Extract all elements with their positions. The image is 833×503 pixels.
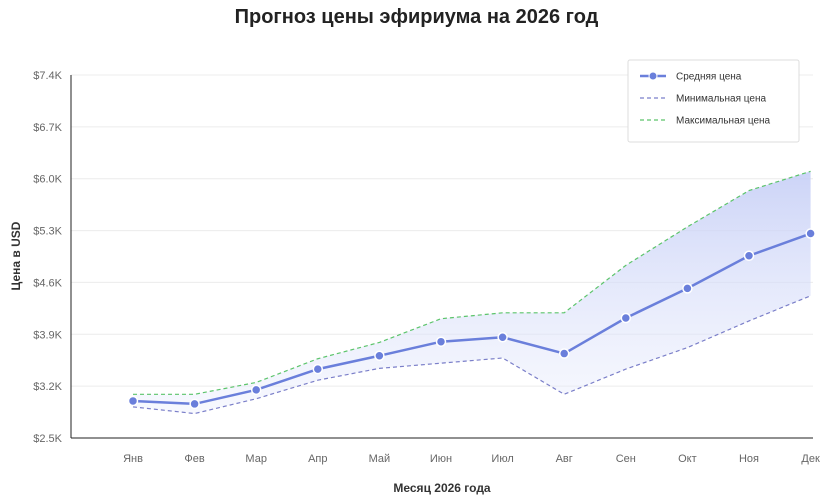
- max-price-line: [133, 170, 811, 395]
- x-tick-label: Авг: [556, 453, 573, 465]
- x-tick-label: Дек: [801, 453, 820, 465]
- y-tick-label: $2.5K: [33, 433, 62, 445]
- y-tick-label: $3.9K: [33, 329, 62, 341]
- average-price-point[interactable]: [743, 250, 755, 262]
- x-tick-label: Май: [369, 453, 391, 465]
- average-price-point[interactable]: [189, 398, 200, 410]
- y-tick-label: $5.3K: [33, 226, 62, 238]
- y-tick-label: $6.0K: [33, 174, 62, 186]
- average-price-point[interactable]: [682, 283, 693, 294]
- average-price-line: [132, 232, 812, 406]
- y-tick-label: $7.4K: [33, 70, 62, 82]
- average-price-point[interactable]: [312, 363, 324, 375]
- legend-label: Средняя цена: [676, 72, 742, 83]
- average-price-point[interactable]: [558, 348, 570, 359]
- x-tick-label: Мар: [245, 453, 267, 465]
- x-tick-label: Окт: [678, 453, 697, 465]
- legend[interactable]: Средняя цена Минимальная цена Максимальная…: [627, 59, 800, 143]
- x-tick-label: Апр: [308, 453, 327, 465]
- x-tick-labels: Янв Фев Мар Апр Май Июн Июл Авг Сен Окт Ноя Дек: [123, 453, 820, 465]
- x-axis-title: Месяц 2026 года: [393, 481, 491, 495]
- average-price-point[interactable]: [620, 312, 632, 324]
- legend-label: Максимальная цена: [676, 116, 771, 127]
- legend-box: [627, 59, 800, 143]
- average-price-point[interactable]: [250, 384, 262, 396]
- chart-title: Прогноз цены эфириума на 2026 год: [234, 6, 599, 28]
- y-tick-label: $4.6K: [33, 277, 62, 289]
- legend-item-max[interactable]: Максимальная цена: [640, 116, 771, 127]
- min-max-band: [133, 171, 811, 414]
- band-area: [133, 171, 811, 414]
- average-price-point[interactable]: [127, 395, 139, 407]
- average-price-point[interactable]: [374, 350, 385, 362]
- min-price-line: [132, 295, 811, 415]
- average-price-point[interactable]: [805, 228, 816, 239]
- legend-label: Минимальная цена: [676, 94, 766, 105]
- y-tick-label: $3.2K: [33, 381, 62, 393]
- y-tick-label: $6.7K: [33, 122, 62, 134]
- axes: [70, 75, 813, 439]
- x-tick-label: Ноя: [739, 453, 759, 465]
- y-axis-title: Цена в USD: [9, 221, 23, 290]
- x-tick-label: Июл: [491, 453, 513, 465]
- average-price-point[interactable]: [435, 336, 447, 347]
- series-lines: [132, 170, 812, 415]
- x-tick-label: Сен: [616, 453, 636, 465]
- legend-item-min[interactable]: Минимальная цена: [640, 94, 766, 105]
- series-points: [127, 228, 816, 410]
- y-tick-labels: $2.5K $3.2K $3.9K $4.6K $5.3K $6.0K $6.7K $7.4K: [33, 70, 62, 445]
- legend-marker: [648, 71, 658, 81]
- x-tick-label: Янв: [123, 453, 143, 465]
- legend-item-average[interactable]: Средняя цена: [640, 71, 742, 83]
- x-tick-label: Фев: [184, 453, 204, 465]
- x-tick-label: Июн: [430, 453, 452, 465]
- average-price-point[interactable]: [497, 331, 508, 343]
